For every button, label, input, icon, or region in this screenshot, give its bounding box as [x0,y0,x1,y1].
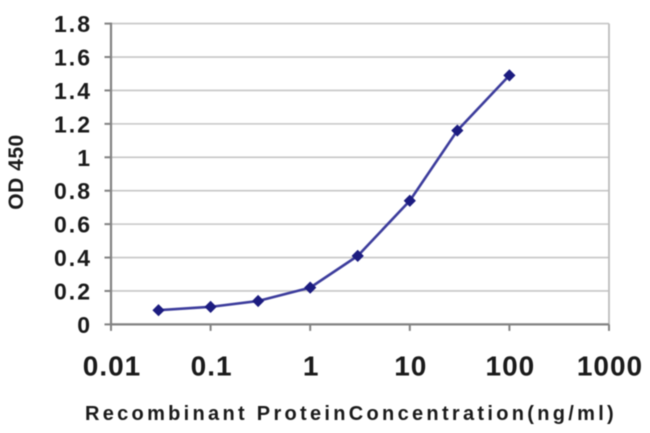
data-point-marker [252,294,265,308]
data-series-group [152,69,516,317]
x-tick-label: 0.1 [191,350,233,381]
data-point-marker [204,300,217,313]
x-tick-label: 1000 [577,350,643,381]
y-tick-label: 0.6 [54,212,92,238]
y-tick-label: 0 [77,312,92,338]
y-tick-label: 0.2 [54,278,92,304]
tick-labels-group: 0 0.2 0.4 0.6 0.8 1 1.2 1.4 1.6 1.8 0.01 0.1 1 10 100 1… [54,11,643,381]
data-point-marker [403,194,416,207]
x-tick-label: 0.01 [83,350,142,381]
series-line [158,74,511,312]
y-tick-label: 0.8 [54,178,92,204]
data-point-marker [503,69,516,82]
data-point-marker [451,124,464,137]
y-axis-title: OD 450 [5,134,28,209]
y-tick-label: 1.2 [54,111,92,137]
data-point-marker [304,281,317,294]
y-tick-label: 1.6 [54,45,92,71]
data-point-marker [351,249,364,262]
y-tick-label: 1.4 [54,78,92,104]
y-tick-label: 1 [77,145,92,171]
x-tick-label: 10 [394,350,427,381]
data-point-marker [152,304,165,317]
gridlines-group [111,22,610,325]
axes-group [104,22,610,331]
x-tick-label: 100 [486,350,536,381]
x-axis-title: Recombinant ProteinConcentration(ng/ml) [85,403,617,425]
y-tick-label: 1.8 [54,11,92,37]
y-tick-label: 0.4 [54,245,92,271]
x-tick-label: 1 [303,350,320,381]
